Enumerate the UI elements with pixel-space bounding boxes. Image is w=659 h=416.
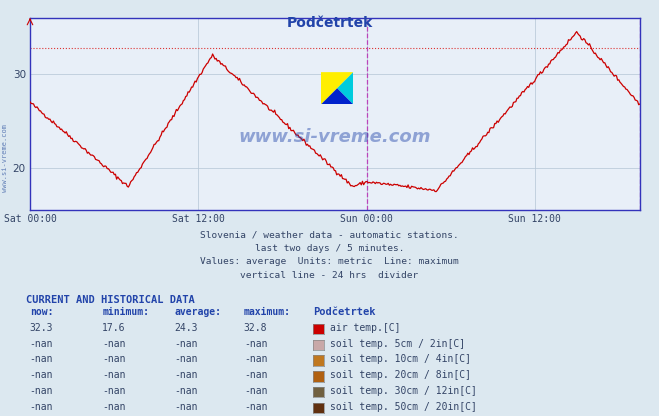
Text: www.si-vreme.com: www.si-vreme.com — [239, 128, 431, 146]
Text: soil temp. 30cm / 12in[C]: soil temp. 30cm / 12in[C] — [330, 386, 477, 396]
Text: vertical line - 24 hrs  divider: vertical line - 24 hrs divider — [241, 271, 418, 280]
Text: -nan: -nan — [102, 370, 126, 380]
Text: 32.8: 32.8 — [244, 323, 268, 333]
Text: 32.3: 32.3 — [30, 323, 53, 333]
Text: 17.6: 17.6 — [102, 323, 126, 333]
Text: -nan: -nan — [102, 354, 126, 364]
Text: Slovenia / weather data - automatic stations.: Slovenia / weather data - automatic stat… — [200, 230, 459, 239]
Text: minimum:: minimum: — [102, 307, 149, 317]
Text: -nan: -nan — [30, 402, 53, 412]
Text: -nan: -nan — [244, 370, 268, 380]
Text: -nan: -nan — [244, 402, 268, 412]
Text: average:: average: — [175, 307, 221, 317]
Text: -nan: -nan — [30, 370, 53, 380]
Text: soil temp. 10cm / 4in[C]: soil temp. 10cm / 4in[C] — [330, 354, 471, 364]
Text: -nan: -nan — [175, 386, 198, 396]
Text: -nan: -nan — [30, 386, 53, 396]
Text: -nan: -nan — [102, 339, 126, 349]
Text: -nan: -nan — [102, 402, 126, 412]
Text: soil temp. 20cm / 8in[C]: soil temp. 20cm / 8in[C] — [330, 370, 471, 380]
Text: -nan: -nan — [175, 339, 198, 349]
Text: -nan: -nan — [102, 386, 126, 396]
Polygon shape — [321, 88, 353, 104]
Text: soil temp. 5cm / 2in[C]: soil temp. 5cm / 2in[C] — [330, 339, 465, 349]
Text: now:: now: — [30, 307, 53, 317]
Text: -nan: -nan — [30, 354, 53, 364]
Text: last two days / 5 minutes.: last two days / 5 minutes. — [255, 244, 404, 253]
Text: www.si-vreme.com: www.si-vreme.com — [2, 124, 9, 192]
Text: maximum:: maximum: — [244, 307, 291, 317]
Text: -nan: -nan — [244, 339, 268, 349]
Text: -nan: -nan — [175, 370, 198, 380]
Polygon shape — [337, 72, 353, 104]
Text: -nan: -nan — [175, 402, 198, 412]
Text: -nan: -nan — [244, 354, 268, 364]
Text: Podčetrtek: Podčetrtek — [287, 16, 372, 30]
Text: soil temp. 50cm / 20in[C]: soil temp. 50cm / 20in[C] — [330, 402, 477, 412]
Polygon shape — [321, 72, 353, 104]
Text: air temp.[C]: air temp.[C] — [330, 323, 401, 333]
Text: Values: average  Units: metric  Line: maximum: Values: average Units: metric Line: maxi… — [200, 258, 459, 267]
Text: -nan: -nan — [244, 386, 268, 396]
Text: -nan: -nan — [175, 354, 198, 364]
Text: CURRENT AND HISTORICAL DATA: CURRENT AND HISTORICAL DATA — [26, 295, 195, 305]
Text: 24.3: 24.3 — [175, 323, 198, 333]
Text: Podčetrtek: Podčetrtek — [313, 307, 376, 317]
Text: -nan: -nan — [30, 339, 53, 349]
